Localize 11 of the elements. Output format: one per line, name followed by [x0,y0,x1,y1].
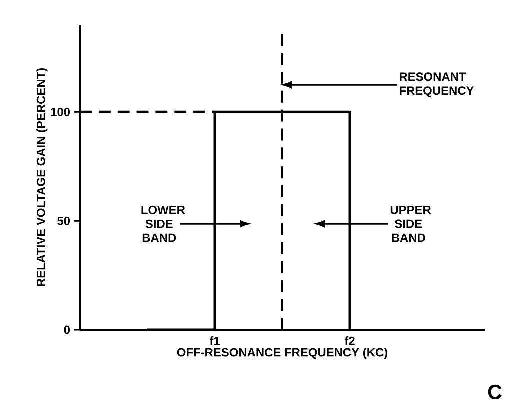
y-tick-label: 50 [58,216,70,226]
x-tick-label: f1 [210,336,220,346]
annotation: RESONANT FREQUENCY [400,72,474,98]
y-tick-label: 100 [51,108,70,116]
annotation: UPPER SIDE BAND [390,206,432,242]
y-axis-title: RELATIVE VOLTAGE GAIN (PERCENT) [36,68,48,286]
x-axis-title: OFF-RESONANCE FREQUENCY (KC) [177,348,388,360]
annotation: LOWER SIDE BAND [142,206,186,242]
text: C [488,384,502,400]
y-tick-label: 0 [64,326,70,334]
x-tick-label: f2 [344,336,355,346]
